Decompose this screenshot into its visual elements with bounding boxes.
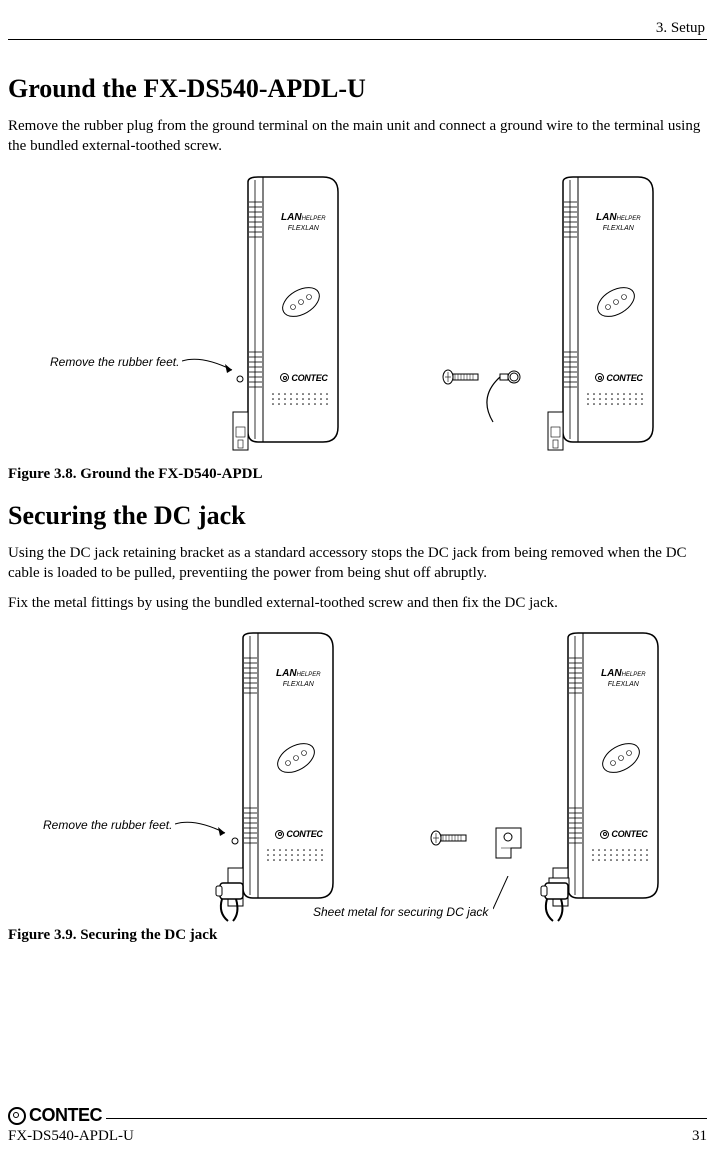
figure-3-9: Remove the rubber feet. xyxy=(8,623,707,923)
section-para-ground: Remove the rubber plug from the ground t… xyxy=(8,116,707,157)
footer-rule xyxy=(106,1118,707,1119)
device-lan-label-2r: LANHELPER FLEXLAN xyxy=(601,663,646,688)
annot-sheet-metal: Sheet metal for securing DC jack xyxy=(313,905,488,919)
section-para-dcjack-2: Fix the metal fittings by using the bund… xyxy=(8,593,707,613)
device-brand-1r: CONTEC xyxy=(589,373,649,383)
figure-3-9-caption: Figure 3.9. Securing the DC jack xyxy=(8,927,707,944)
footer-page-number: 31 xyxy=(692,1128,707,1145)
header-rule xyxy=(8,39,707,40)
figure-3-8: Remove the rubber feet. xyxy=(8,167,707,462)
device-brand-2l: CONTEC xyxy=(269,829,329,839)
footer-brand-text: CONTEC xyxy=(29,1105,102,1126)
annot-remove-feet-2: Remove the rubber feet. xyxy=(43,818,172,832)
page-footer: CONTEC FX-DS540-APDL-U 31 xyxy=(8,1105,707,1145)
figure-3-8-caption: Figure 3.8. Ground the FX-D540-APDL xyxy=(8,466,707,483)
device-brand-2r: CONTEC xyxy=(594,829,654,839)
device-lan-label-2l: LANHELPER FLEXLAN xyxy=(276,663,321,688)
footer-model: FX-DS540-APDL-U xyxy=(8,1128,134,1145)
page-header-chapter: 3. Setup xyxy=(8,20,707,37)
section-para-dcjack-1: Using the DC jack retaining bracket as a… xyxy=(8,543,707,584)
device-brand-1l: CONTEC xyxy=(274,373,334,383)
contec-ring-icon xyxy=(8,1107,26,1125)
arrow-sheet-metal xyxy=(493,876,528,911)
footer-logo: CONTEC xyxy=(8,1105,102,1126)
section-title-dcjack: Securing the DC jack xyxy=(8,501,707,531)
device-lan-label-1l: LANHELPER FLEXLAN xyxy=(281,207,326,232)
annot-remove-feet-1: Remove the rubber feet. xyxy=(50,355,179,369)
device-lan-label-1r: LANHELPER FLEXLAN xyxy=(596,207,641,232)
screw-bracket-2 xyxy=(426,823,546,883)
section-title-ground: Ground the FX-DS540-APDL-U xyxy=(8,74,707,104)
